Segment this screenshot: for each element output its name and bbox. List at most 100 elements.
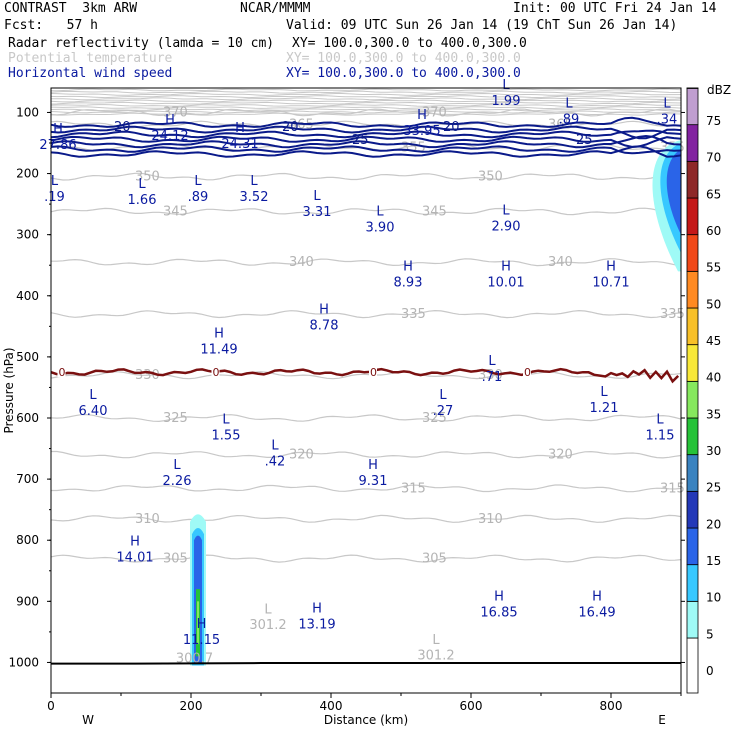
- extremum-marker: H: [592, 590, 602, 605]
- extremum-value: 8.93: [394, 276, 423, 291]
- theta-contour-label: 310: [135, 512, 160, 527]
- colorbar-segment: [686, 270, 699, 309]
- y-tick-label: 1000: [8, 655, 39, 669]
- wind-speed-contour: [50, 125, 682, 140]
- extremum-value: 3.52: [240, 190, 269, 205]
- field-xy-theta: XY= 100.0,300.0 to 400.0,300.0: [286, 51, 521, 66]
- colorbar-tick-label: 25: [706, 481, 721, 495]
- theta-contour-label: 330: [135, 368, 160, 383]
- extremum-value: 8.78: [310, 318, 339, 333]
- theta-contour-top-band: [50, 108, 682, 112]
- org-label: NCAR/MMMM: [240, 1, 311, 16]
- theta-contour: [50, 207, 682, 216]
- x-end-label-left: W: [82, 713, 94, 727]
- extremum-marker: L: [656, 412, 664, 427]
- theta-contour-label: 320: [289, 448, 314, 463]
- zero-isotherm-line: [50, 367, 680, 384]
- x-tick-label: 400: [320, 699, 343, 713]
- extremum-value: 10.71: [592, 276, 629, 291]
- theta-contour: [50, 172, 682, 181]
- theta-contour-label: 350: [478, 170, 503, 185]
- extremum-value: 11.15: [183, 633, 220, 648]
- extremum-marker: L: [51, 174, 59, 189]
- extremum-value: 2.26: [163, 474, 192, 489]
- colorbar-tick-label: 55: [706, 261, 721, 275]
- colorbar-tick-label: 40: [706, 371, 721, 385]
- theta-contour-label: 325: [163, 411, 188, 426]
- colorbar-segment: [686, 344, 699, 382]
- field-xy-wind: XY= 100.0,300.0 to 400.0,300.0: [286, 66, 521, 81]
- y-tick-label: 300: [16, 228, 39, 242]
- extremum-marker: L: [89, 388, 97, 403]
- reflectivity-edge-15dbz: [666, 149, 681, 235]
- x-end-label-right: E: [658, 713, 666, 727]
- extremum-marker: H: [53, 122, 63, 137]
- y-axis-label: Pressure (hPa): [2, 347, 16, 433]
- extremum-value: .27: [433, 404, 454, 419]
- field-name-wind: Horizontal wind speed: [8, 66, 173, 81]
- theta-contour-label: 330: [478, 368, 503, 383]
- valid-time: Valid: 09 UTC Sun 26 Jan 14 (19 ChT Sun …: [286, 18, 678, 33]
- theta-contour: [51, 450, 682, 459]
- extremum-marker: L: [250, 174, 258, 189]
- extremum-value: 9.31: [359, 474, 388, 489]
- zero-line-label: 0: [213, 366, 220, 379]
- theta-contour: [50, 554, 682, 563]
- theta-contour-top-band: [50, 99, 682, 103]
- extremum-marker: L: [502, 78, 510, 93]
- extremum-value: .34: [657, 112, 678, 127]
- extremum-marker: H: [494, 590, 504, 605]
- colorbar-segment: [686, 417, 699, 456]
- extremum-marker: L: [194, 174, 202, 189]
- extremum-marker: H: [501, 260, 511, 275]
- colorbar-segment: [686, 87, 699, 126]
- theta-contour: [50, 108, 682, 117]
- x-tick-label: 600: [460, 699, 483, 713]
- extremum-value: 1.99: [492, 94, 521, 109]
- extremum-marker: L: [376, 205, 384, 220]
- zero-line-label: 0: [524, 366, 531, 379]
- reflectivity-cell-35dbz: [197, 601, 199, 645]
- extremum-value: 13.19: [298, 618, 335, 633]
- colorbar-tick-label: 15: [706, 554, 721, 568]
- theta-contour-label: 315: [401, 481, 426, 496]
- zero-line-label: 0: [59, 366, 66, 379]
- extremum-value: 27.86: [39, 138, 76, 153]
- extremum-marker: H: [130, 535, 140, 550]
- theta-contour-label: 350: [135, 170, 160, 185]
- extremum-value: 24.31: [221, 137, 258, 152]
- wind-speed-contour: [50, 135, 682, 148]
- extremum-marker: L: [313, 189, 321, 204]
- extremum-value: 1.15: [646, 428, 675, 443]
- zero-label-bg: [523, 365, 531, 378]
- theta-contour-top-band: [50, 88, 682, 92]
- extremum-value: 11.49: [200, 343, 237, 358]
- wind-contour-label: 20: [443, 120, 460, 135]
- colorbar-tick-label: 75: [706, 114, 721, 128]
- extremum-marker: H: [319, 302, 329, 317]
- theta-contour-top-band: [50, 90, 682, 94]
- theta-contour-label: 305: [163, 552, 188, 567]
- theta-contour-label: 325: [422, 411, 447, 426]
- theta-contour: [50, 120, 682, 129]
- x-axis-label: Distance (km): [324, 713, 408, 727]
- theta-contour-label: 345: [163, 204, 188, 219]
- zero-label-bg: [369, 365, 377, 378]
- zero-line-label: 0: [370, 366, 377, 379]
- theta-contour-top-band: [50, 106, 682, 110]
- colorbar-segment: [686, 380, 699, 419]
- zero-label-bg: [57, 365, 66, 378]
- x-tick-label: 0: [47, 699, 55, 713]
- colorbar-segment: [686, 600, 699, 639]
- colorbar-segment: [686, 637, 699, 694]
- plot-frame: [50, 87, 682, 694]
- colorbar-segment: [686, 197, 699, 236]
- extremum-marker: H: [165, 113, 175, 128]
- extremum-value: 1.21: [590, 401, 619, 416]
- extremum-value: 2.90: [492, 219, 521, 234]
- theta-contour: [51, 258, 682, 267]
- wind-contour-label: 20: [282, 120, 299, 135]
- colorbar-tick-label: 70: [706, 151, 721, 165]
- x-tick-label: 200: [180, 699, 203, 713]
- colorbar-unit-label: dBZ: [707, 83, 731, 97]
